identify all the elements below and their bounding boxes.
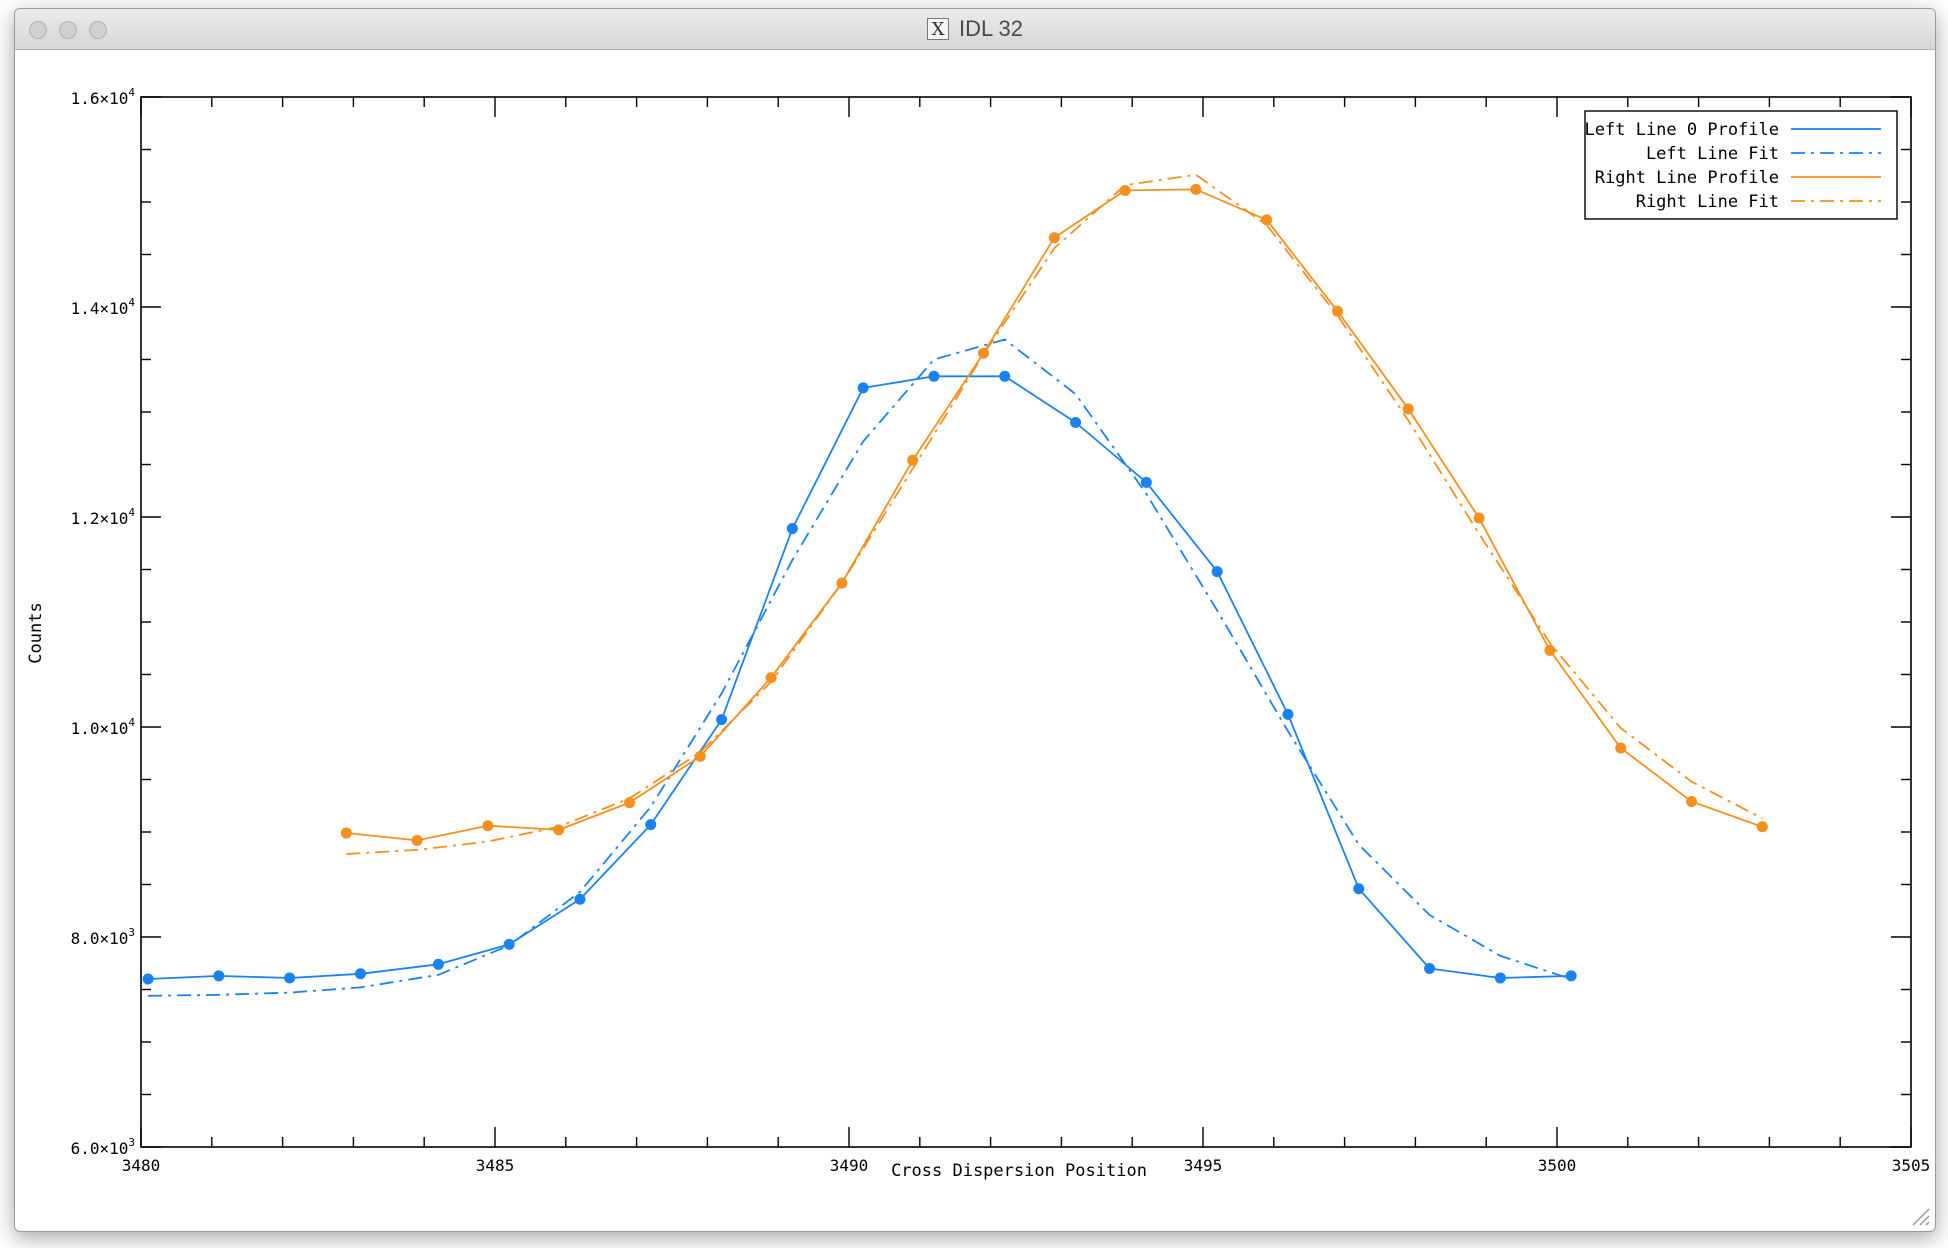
data-point-right-line-profile bbox=[1756, 821, 1768, 833]
close-button[interactable] bbox=[29, 21, 47, 39]
y-axis-label: Counts bbox=[26, 602, 46, 663]
legend-entry-label: Right Line Profile bbox=[1595, 168, 1779, 188]
x-tick-label: 3495 bbox=[1184, 1156, 1223, 1175]
data-point-left-line-0-profile bbox=[928, 370, 940, 382]
data-point-left-line-0-profile bbox=[1282, 708, 1294, 720]
data-point-left-line-0-profile bbox=[142, 973, 154, 985]
data-point-right-line-profile bbox=[411, 834, 423, 846]
data-point-left-line-0-profile bbox=[1494, 972, 1506, 984]
x-tick-label: 3500 bbox=[1538, 1156, 1577, 1175]
x-tick-label: 3505 bbox=[1892, 1156, 1931, 1175]
x-tick-label: 3485 bbox=[476, 1156, 515, 1175]
y-tick-label: 1.6×104 bbox=[71, 86, 136, 108]
data-point-left-line-0-profile bbox=[1070, 417, 1082, 428]
tick-marks bbox=[140, 96, 1912, 1148]
data-point-left-line-0-profile bbox=[857, 382, 869, 394]
data-point-left-line-0-profile bbox=[716, 714, 728, 726]
data-point-right-line-profile bbox=[1119, 184, 1131, 196]
data-point-right-line-profile bbox=[1048, 232, 1060, 244]
y-tick-label: 1.0×104 bbox=[71, 716, 136, 738]
data-point-left-line-0-profile bbox=[645, 819, 657, 831]
title-bar[interactable]: X IDL 32 bbox=[15, 9, 1935, 50]
data-point-right-line-profile bbox=[1332, 305, 1344, 317]
axes-frame bbox=[140, 96, 1912, 1148]
data-point-right-line-profile bbox=[1190, 183, 1202, 195]
legend-entry-label: Left Line 0 Profile bbox=[1585, 120, 1779, 140]
data-point-left-line-0-profile bbox=[999, 370, 1011, 382]
x-axis-label: Cross Dispersion Position bbox=[891, 1161, 1147, 1181]
data-point-left-line-0-profile bbox=[1211, 566, 1223, 578]
data-point-right-line-profile bbox=[1686, 796, 1698, 808]
data-point-right-line-profile bbox=[340, 827, 352, 839]
y-tick-label: 1.4×104 bbox=[71, 296, 136, 318]
data-point-left-line-0-profile bbox=[284, 972, 296, 984]
legend-entry-label: Right Line Fit bbox=[1636, 192, 1779, 212]
data-point-left-line-0-profile bbox=[432, 958, 444, 970]
x11-icon: X bbox=[926, 18, 949, 40]
series-line-left-line-fit bbox=[148, 338, 1572, 997]
series-line-right-line-fit bbox=[346, 173, 1763, 855]
legend: Left Line 0 Profile Left Line Fit Right Li… bbox=[1584, 110, 1898, 220]
data-point-left-line-0-profile bbox=[354, 968, 366, 980]
idl-window: X IDL 32 3480 3485 3490 3495 3500 3505 6.0×10… bbox=[14, 8, 1936, 1232]
data-point-right-line-profile bbox=[1261, 214, 1273, 226]
y-tick-label: 8.0×103 bbox=[71, 926, 135, 948]
x-tick-label: 3480 bbox=[122, 1156, 161, 1175]
data-point-left-line-0-profile bbox=[1424, 963, 1436, 974]
x-tick-labels: 3480 3485 3490 3495 3500 3505 bbox=[122, 1156, 1931, 1175]
plot-frame bbox=[140, 96, 1912, 1148]
data-point-left-line-0-profile bbox=[1565, 970, 1577, 982]
minimize-button[interactable] bbox=[59, 21, 77, 39]
data-series bbox=[142, 173, 1768, 997]
data-point-left-line-0-profile bbox=[1353, 883, 1365, 895]
data-point-right-line-profile bbox=[624, 797, 636, 809]
window-title: IDL 32 bbox=[958, 16, 1023, 41]
data-point-right-line-profile bbox=[694, 750, 706, 762]
zoom-button[interactable] bbox=[89, 21, 107, 39]
data-point-left-line-0-profile bbox=[574, 893, 586, 905]
data-point-right-line-profile bbox=[482, 820, 494, 832]
data-point-right-line-profile bbox=[1544, 644, 1556, 656]
legend-entry-label: Left Line Fit bbox=[1646, 144, 1779, 164]
data-point-left-line-0-profile bbox=[1140, 476, 1152, 488]
y-tick-label: 1.2×104 bbox=[71, 506, 136, 528]
series-line-right-line-profile bbox=[346, 188, 1763, 842]
data-point-right-line-profile bbox=[1615, 742, 1627, 754]
y-tick-labels: 6.0×103 8.0×103 1.0×104 1.2×104 1.4×104 1.6×1… bbox=[71, 86, 136, 1158]
data-point-left-line-0-profile bbox=[786, 523, 798, 535]
y-tick-label: 6.0×103 bbox=[71, 1136, 135, 1158]
line-chart: 3480 3485 3490 3495 3500 3505 6.0×103 8.0×103 1… bbox=[26, 86, 1931, 1181]
data-point-left-line-0-profile bbox=[213, 970, 225, 982]
resize-grip-icon[interactable] bbox=[1909, 1205, 1931, 1227]
data-point-right-line-profile bbox=[1402, 403, 1414, 415]
data-point-right-line-profile bbox=[765, 672, 777, 684]
x-tick-label: 3490 bbox=[830, 1156, 869, 1175]
data-point-right-line-profile bbox=[1473, 512, 1485, 524]
